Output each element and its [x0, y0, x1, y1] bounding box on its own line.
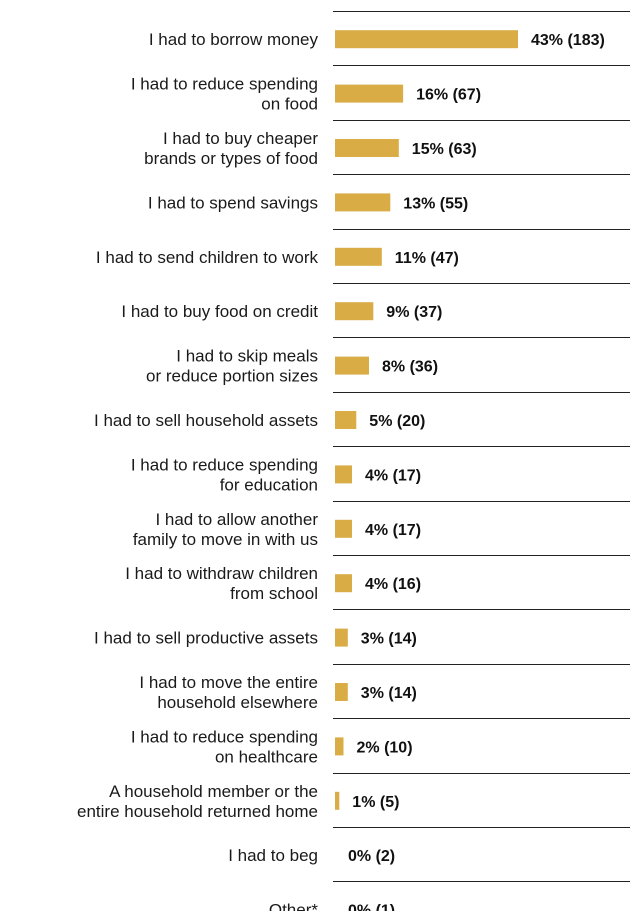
data-label: 4% (16) [365, 576, 421, 593]
bar [335, 574, 352, 593]
category-label: I had to skip meals or reduce portion siz… [146, 347, 318, 386]
category-label: I had to reduce spending on food [131, 75, 318, 114]
data-label: 15% (63) [412, 141, 477, 158]
bar [335, 193, 391, 212]
category-label: I had to send children to work [96, 248, 319, 267]
data-label: 4% (17) [365, 522, 421, 539]
category-label: I had to buy food on credit [121, 302, 318, 321]
category-label: A household member or the entire househol… [77, 782, 318, 821]
category-label: I had to buy cheaper brands or types of f… [144, 129, 318, 168]
category-label: Other* [269, 901, 319, 911]
bar [335, 84, 404, 103]
data-label: 2% (10) [357, 739, 413, 756]
data-label: 8% (36) [382, 359, 438, 376]
data-label-group: 43% (183) 16% (67) 15% (63) 13% (55) 11% (47… [348, 32, 605, 911]
data-label: 0% (1) [348, 903, 395, 911]
data-label: 5% (20) [369, 413, 425, 430]
bar [335, 683, 348, 701]
bar [335, 737, 344, 756]
bar [335, 139, 399, 157]
category-label: I had to reduce spending on healthcare [131, 727, 318, 766]
category-label: I had to allow another family to move in … [133, 510, 319, 549]
category-label: I had to borrow money [149, 30, 319, 49]
bar [335, 411, 357, 429]
data-label: 16% (67) [416, 87, 481, 104]
data-label: 0% (2) [348, 848, 395, 865]
bar [335, 628, 348, 647]
data-label: 1% (5) [352, 794, 399, 811]
bar [335, 519, 352, 538]
data-label: 3% (14) [361, 685, 417, 702]
bar [335, 247, 382, 266]
data-label: 13% (55) [403, 195, 468, 212]
category-label: I had to beg [228, 846, 318, 865]
category-label: I had to sell household assets [94, 411, 318, 430]
category-label: I had to reduce spending for education [131, 455, 318, 494]
data-label: 9% (37) [386, 304, 442, 321]
bar [335, 302, 374, 321]
data-label: 4% (17) [365, 467, 421, 484]
data-label: 43% (183) [531, 32, 605, 49]
data-label: 3% (14) [361, 631, 417, 648]
bar [335, 791, 340, 810]
category-label: I had to sell productive assets [94, 629, 318, 648]
bar [335, 465, 352, 484]
bar [335, 356, 369, 375]
category-label: I had to withdraw children from school [125, 564, 318, 603]
bar [335, 30, 518, 49]
category-label-group: I had to borrow money I had to reduce spe… [77, 30, 318, 911]
data-label: 11% (47) [395, 250, 459, 267]
bar-group [335, 30, 518, 810]
row-separators [333, 11, 630, 882]
category-label: I had to move the entire household elsewh… [139, 673, 318, 712]
category-label: I had to spend savings [148, 193, 318, 212]
